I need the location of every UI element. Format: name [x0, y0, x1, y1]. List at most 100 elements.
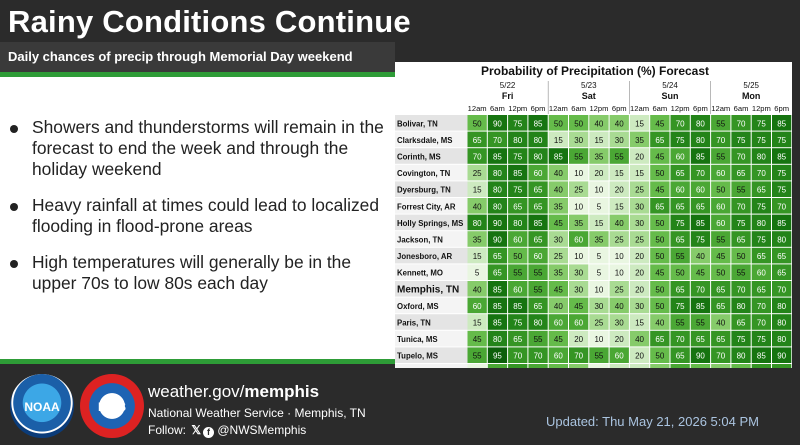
heat-cell: [467, 164, 487, 181]
heat-cell-value: 5: [597, 202, 602, 211]
heat-cell: [751, 164, 771, 181]
row-city-label: Memphis, TN: [397, 284, 459, 295]
heat-cell: [467, 198, 487, 214]
heat-cell: [629, 330, 650, 347]
heat-cell: [528, 148, 548, 164]
heat-cell-value: 15: [615, 169, 624, 178]
heat-cell-value: 35: [554, 202, 563, 211]
social-handle[interactable]: @NWSMemphis: [217, 423, 307, 437]
heat-cell-value: 75: [737, 335, 746, 344]
heat-cell-value: 65: [777, 252, 786, 261]
heat-cell-value: 10: [574, 169, 583, 178]
row-label-bg: [395, 198, 468, 214]
heat-cell-value: 60: [615, 352, 624, 361]
heat-cell-value: 70: [777, 202, 786, 211]
heat-cell-value: 10: [574, 202, 583, 211]
heat-cell: [548, 281, 568, 297]
heat-cell-value: 45: [473, 335, 482, 344]
heat-cell: [528, 330, 548, 347]
heat-cell: [670, 115, 690, 131]
day-name-label: Sun: [662, 91, 679, 101]
heat-cell: [609, 364, 629, 368]
heat-cell-value: 35: [635, 136, 644, 145]
heat-cell: [690, 347, 711, 363]
heat-cell-value: 65: [676, 169, 685, 178]
office-name: National Weather Service · Memphis, TN: [148, 406, 366, 420]
heat-cell-value: 35: [594, 152, 603, 161]
heat-cell-value: 85: [696, 302, 705, 311]
heat-cell: [609, 148, 629, 164]
heat-cell: [650, 297, 670, 314]
heat-cell-value: 55: [534, 335, 543, 344]
heat-cell-value: 85: [757, 352, 766, 361]
heat-cell-value: 40: [594, 119, 603, 128]
heat-cell-value: 45: [696, 269, 705, 278]
heat-cell-value: 65: [757, 285, 766, 294]
page-subtitle: Daily chances of precip through Memorial…: [8, 49, 353, 64]
time-label: 6pm: [693, 104, 708, 113]
heat-cell: [670, 314, 690, 330]
heat-cell: [629, 347, 650, 363]
heat-cell-value: 85: [493, 152, 502, 161]
heat-cell: [589, 231, 609, 247]
heat-cell: [731, 115, 751, 131]
heat-cell-value: 15: [594, 219, 603, 228]
heat-cell: [650, 247, 670, 264]
heat-cell-value: 35: [594, 235, 603, 244]
heat-cell-value: 50: [513, 252, 522, 261]
heat-cell-value: 65: [757, 186, 766, 195]
heat-cell: [508, 164, 528, 181]
time-label: 6am: [734, 104, 749, 113]
day-date-label: 5/23: [581, 81, 597, 90]
heat-cell: [650, 148, 670, 164]
heat-cell-value: 50: [655, 169, 664, 178]
heat-cell: [548, 214, 568, 231]
heat-cell-value: 15: [594, 136, 603, 145]
heat-cell-value: 70: [513, 352, 522, 361]
row-city-label: Jonesboro, AR: [397, 252, 453, 261]
time-label: 6am: [652, 104, 667, 113]
heat-cell-value: 50: [655, 352, 664, 361]
heat-cell: [569, 364, 589, 368]
heat-cell-value: 30: [574, 285, 583, 294]
heat-cell: [629, 131, 650, 148]
heat-cell-value: 85: [493, 302, 502, 311]
heat-cell-value: 75: [513, 318, 522, 327]
heat-cell-value: 45: [716, 252, 725, 261]
heat-cell-value: 75: [676, 136, 685, 145]
heat-cell: [772, 264, 792, 280]
heat-cell: [569, 330, 589, 347]
heat-cell: [670, 330, 690, 347]
heat-cell: [609, 247, 629, 264]
heat-cell-value: 30: [635, 219, 644, 228]
heat-cell: [690, 247, 711, 264]
heat-cell: [751, 364, 771, 368]
facebook-icon[interactable]: f: [203, 427, 215, 438]
heat-cell: [711, 364, 731, 368]
heat-cell-value: 70: [737, 285, 746, 294]
heat-cell: [569, 247, 589, 264]
heat-cell-value: 85: [554, 152, 563, 161]
heat-cell: [589, 247, 609, 264]
x-icon[interactable]: 𝕏: [191, 423, 202, 437]
heat-cell-value: 15: [473, 252, 482, 261]
row-city-label: Covington, TN: [397, 169, 451, 178]
heat-cell-value: 75: [757, 202, 766, 211]
heat-cell-value: 85: [534, 119, 543, 128]
heat-cell: [690, 214, 711, 231]
heat-cell-value: 55: [473, 352, 482, 361]
heat-cell: [670, 198, 690, 214]
heat-cell: [629, 281, 650, 297]
heat-cell: [548, 314, 568, 330]
heat-cell: [711, 198, 731, 214]
heat-cell: [731, 231, 751, 247]
accent-divider: [0, 72, 395, 77]
heat-cell-value: 65: [757, 252, 766, 261]
heat-cell-value: 80: [696, 136, 705, 145]
heat-cell: [508, 131, 528, 148]
row-label-bg: [395, 231, 468, 247]
website-link[interactable]: weather.gov/memphis: [148, 382, 320, 401]
heat-cell-value: 55: [594, 352, 603, 361]
heat-cell: [751, 264, 771, 280]
heat-cell-value: 75: [777, 136, 786, 145]
